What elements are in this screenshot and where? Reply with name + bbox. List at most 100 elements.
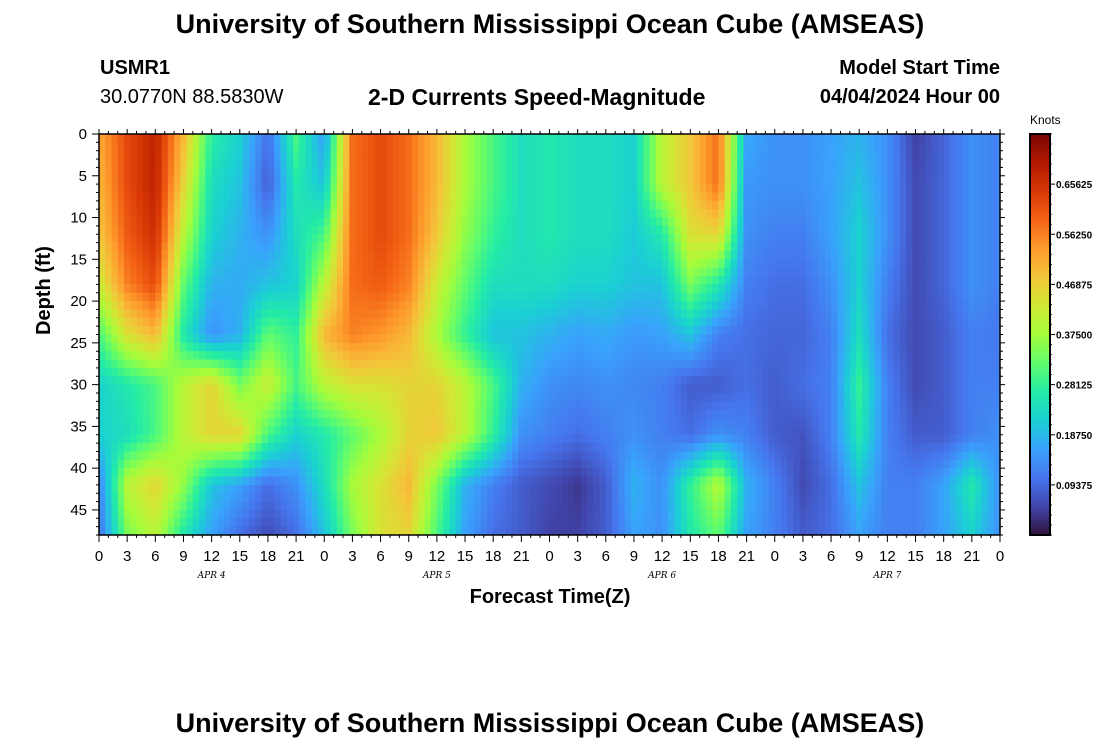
heatmap-cell [605, 267, 613, 277]
heatmap-cell [874, 225, 882, 235]
heatmap-cell [949, 142, 957, 152]
heatmap-cell [455, 242, 463, 252]
heatmap-cell [199, 267, 206, 277]
heatmap-cell [117, 234, 125, 244]
heatmap-cell [574, 209, 582, 219]
heatmap-cell [849, 134, 857, 143]
heatmap-cell [893, 175, 901, 185]
heatmap-cell [755, 209, 763, 219]
heatmap-cell [637, 351, 644, 361]
heatmap-cell [349, 209, 357, 219]
heatmap-cell [386, 175, 394, 185]
heatmap-cell [249, 376, 257, 386]
heatmap-cell [624, 200, 632, 210]
heatmap-cell [643, 225, 651, 235]
heatmap-cell [199, 134, 206, 143]
heatmap-cell [612, 267, 619, 277]
heatmap-cell [317, 376, 325, 386]
heatmap-cell [286, 167, 294, 177]
heatmap-cell [630, 326, 638, 336]
heatmap-cell [956, 159, 964, 169]
heatmap-cell [974, 342, 982, 352]
heatmap-cell [680, 184, 688, 194]
heatmap-cell [956, 259, 964, 269]
heatmap-cell [505, 351, 513, 361]
heatmap-cell [649, 259, 657, 269]
heatmap-cell [142, 284, 150, 294]
heatmap-cell [730, 334, 738, 344]
heatmap-cell [831, 401, 838, 411]
heatmap-cell [493, 142, 501, 152]
heatmap-cell [418, 317, 425, 327]
heatmap-cell [643, 317, 651, 327]
heatmap-cell [274, 334, 282, 344]
heatmap-cell [893, 284, 901, 294]
heatmap-cell [192, 292, 200, 302]
heatmap-cell [812, 376, 820, 386]
heatmap-cell [793, 351, 801, 361]
heatmap-cell [149, 159, 156, 169]
heatmap-cell [349, 392, 357, 402]
heatmap-cell [787, 192, 795, 202]
heatmap-cell [749, 134, 757, 143]
heatmap-cell [943, 259, 951, 269]
heatmap-cell [111, 409, 119, 419]
heatmap-cell [887, 209, 895, 219]
heatmap-cell [386, 184, 394, 194]
heatmap-cell [624, 342, 632, 352]
heatmap-cell [386, 418, 394, 427]
heatmap-cell [755, 159, 763, 169]
heatmap-cell [199, 418, 206, 427]
heatmap-cell [230, 309, 238, 319]
heatmap-cell [436, 142, 444, 152]
heatmap-cell [361, 175, 369, 185]
heatmap-cell [743, 342, 751, 352]
heatmap-cell [436, 301, 444, 311]
heatmap-cell [261, 242, 269, 252]
heatmap-cell [393, 334, 400, 344]
heatmap-cell [749, 367, 757, 377]
heatmap-cell [918, 301, 926, 311]
heatmap-cell [668, 309, 676, 319]
heatmap-cell [217, 392, 225, 402]
heatmap-cell [324, 401, 332, 411]
heatmap-cell [705, 401, 713, 411]
heatmap-cell [461, 342, 469, 352]
heatmap-cell [549, 150, 557, 160]
heatmap-cell [505, 134, 513, 143]
heatmap-cell [511, 159, 519, 169]
heatmap-cell [687, 250, 695, 260]
heatmap-cell [242, 276, 250, 285]
heatmap-cell [461, 167, 469, 177]
heatmap-cell [562, 301, 569, 311]
heatmap-cell [781, 167, 788, 177]
heatmap-cell [180, 276, 188, 285]
heatmap-cell [311, 192, 319, 202]
heatmap-cell [981, 317, 989, 327]
heatmap-cell [649, 200, 657, 210]
heatmap-cell [874, 209, 882, 219]
heatmap-cell [618, 184, 626, 194]
heatmap-cell [637, 134, 644, 143]
heatmap-cell [280, 376, 288, 386]
heatmap-cell [399, 225, 407, 235]
heatmap-cell [343, 342, 350, 352]
heatmap-cell [580, 217, 588, 227]
heatmap-cell [743, 317, 751, 327]
heatmap-cell [755, 292, 763, 302]
heatmap-cell [449, 167, 457, 177]
heatmap-cell [862, 175, 870, 185]
heatmap-cell [411, 234, 419, 244]
heatmap-cell [580, 250, 588, 260]
heatmap-cell [762, 326, 770, 336]
heatmap-cell [174, 301, 181, 311]
heatmap-cell [261, 351, 269, 361]
heatmap-cell [680, 334, 688, 344]
heatmap-cell [749, 326, 757, 336]
heatmap-cell [292, 376, 300, 386]
heatmap-cell [637, 150, 644, 160]
heatmap-cell [486, 401, 494, 411]
heatmap-cell [993, 225, 1000, 235]
heatmap-cell [968, 317, 976, 327]
heatmap-cell [818, 334, 826, 344]
